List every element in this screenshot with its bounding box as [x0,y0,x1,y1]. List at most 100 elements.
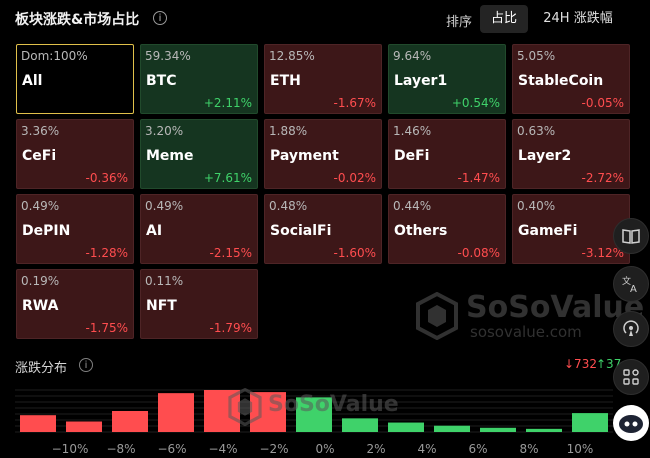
sector-name: Payment [270,148,339,164]
sector-change: -0.05% [581,96,624,110]
distribution-bar [342,418,378,432]
sector-dominance: 12.85% [269,49,315,63]
sector-tile-layer2[interactable]: 0.63% Layer2 -2.72% [512,119,630,189]
sector-name: Layer2 [518,148,572,164]
sector-tile-eth[interactable]: 12.85% ETH -1.67% [264,44,382,114]
sector-dominance: 0.63% [517,124,556,138]
sector-dominance: 0.44% [393,199,432,213]
sort-label: 排序 [446,15,473,30]
sector-tile-gamefi[interactable]: 0.40% GameFi -3.12% [512,194,630,264]
sector-tile-rwa[interactable]: 0.19% RWA -1.75% [16,269,134,339]
sector-dominance: 3.36% [21,124,60,138]
x-tick-label: −8% [106,442,135,456]
distribution-bar [296,397,332,432]
bot-icon[interactable] [613,405,649,441]
distribution-bar [204,390,240,432]
sector-tile-stablecoin[interactable]: 5.05% StableCoin -0.05% [512,44,630,114]
distribution-bar [20,415,56,432]
sector-change: -2.72% [581,171,624,185]
svg-text:A: A [630,284,637,293]
sector-change: -1.28% [85,246,128,260]
sector-dominance: 9.64% [393,49,432,63]
sector-change: +7.61% [203,171,252,185]
distribution-bar [480,427,516,432]
sector-name: RWA [22,298,59,314]
sector-name: BTC [146,73,177,89]
x-tick-label: 8% [519,442,538,456]
svg-text:文: 文 [622,275,631,287]
distribution-info-icon[interactable]: i [79,358,93,372]
sector-dominance: 59.34% [145,49,191,63]
sector-change: -0.02% [333,171,376,185]
sector-name: All [22,73,43,89]
sector-tile-meme[interactable]: 3.20% Meme +7.61% [140,119,258,189]
x-tick-label: 10% [567,442,594,456]
page-title: 板块涨跌&市场占比 [15,12,140,28]
sector-tile-layer1[interactable]: 9.64% Layer1 +0.54% [388,44,506,114]
sector-name: NFT [146,298,177,314]
sector-dominance: Dom:100% [21,49,88,63]
broadcast-icon[interactable] [613,311,649,347]
distribution-bar [434,425,470,432]
x-tick-label: 2% [366,442,385,456]
distribution-bar [112,411,148,432]
sector-name: Meme [146,148,194,164]
sector-tile-cefi[interactable]: 3.36% CeFi -0.36% [16,119,134,189]
sector-dominance: 3.20% [145,124,184,138]
info-icon[interactable]: i [153,11,167,25]
sector-name: AI [146,223,163,239]
tab-24h-change[interactable]: 24H 涨跌幅 [543,11,613,26]
sector-name: DePIN [22,223,71,239]
sector-change: -1.60% [333,246,376,260]
distribution-bar [250,392,286,432]
distribution-bar [526,428,562,432]
sector-change: -1.79% [209,321,252,335]
x-tick-label: 0% [315,442,334,456]
sector-change: -2.15% [209,246,252,260]
x-tick-label: 4% [417,442,436,456]
book-icon[interactable] [613,218,649,254]
sector-name: GameFi [518,223,578,239]
sector-dominance: 0.40% [517,199,556,213]
distribution-title: 涨跌分布 [15,361,68,376]
sector-tile-all[interactable]: Dom:100% All [16,44,134,114]
sector-dominance: 0.49% [145,199,184,213]
sector-dominance: 0.11% [145,274,184,288]
tab-share[interactable]: 占比 [480,5,528,33]
sector-tile-depin[interactable]: 0.49% DePIN -1.28% [16,194,134,264]
sector-change: -1.75% [85,321,128,335]
sector-name: SocialFi [270,223,332,239]
sector-name: StableCoin [518,73,604,89]
apps-icon[interactable] [613,359,649,395]
sector-change: -3.12% [581,246,624,260]
sector-name: DeFi [394,148,430,164]
sector-name: ETH [270,73,301,89]
x-tick-label: −10% [52,442,89,456]
distribution-bar [158,393,194,432]
sector-tile-btc[interactable]: 59.34% BTC +2.11% [140,44,258,114]
sector-name: Layer1 [394,73,448,89]
sector-dominance: 1.46% [393,124,432,138]
sector-dominance: 0.48% [269,199,308,213]
sector-tile-payment[interactable]: 1.88% Payment -0.02% [264,119,382,189]
sector-name: CeFi [22,148,57,164]
sector-tile-ai[interactable]: 0.49% AI -2.15% [140,194,258,264]
watermark-logo-icon [416,291,458,344]
distribution-bar [66,421,102,432]
sector-change: -0.36% [85,171,128,185]
sector-change: -1.47% [457,171,500,185]
sector-tile-defi[interactable]: 1.46% DeFi -1.47% [388,119,506,189]
x-tick-label: −2% [259,442,288,456]
distribution-bar [388,422,424,432]
sector-dominance: 1.88% [269,124,308,138]
sector-tile-socialfi[interactable]: 0.48% SocialFi -1.60% [264,194,382,264]
distribution-bar [572,413,608,432]
sector-change: +0.54% [451,96,500,110]
sector-tile-others[interactable]: 0.44% Others -0.08% [388,194,506,264]
sector-dominance: 0.19% [21,274,60,288]
sector-name: Others [394,223,448,239]
sector-tile-nft[interactable]: 0.11% NFT -1.79% [140,269,258,339]
watermark-sub: sosovalue.com [470,323,582,341]
down-count: ↓732 [564,357,597,371]
